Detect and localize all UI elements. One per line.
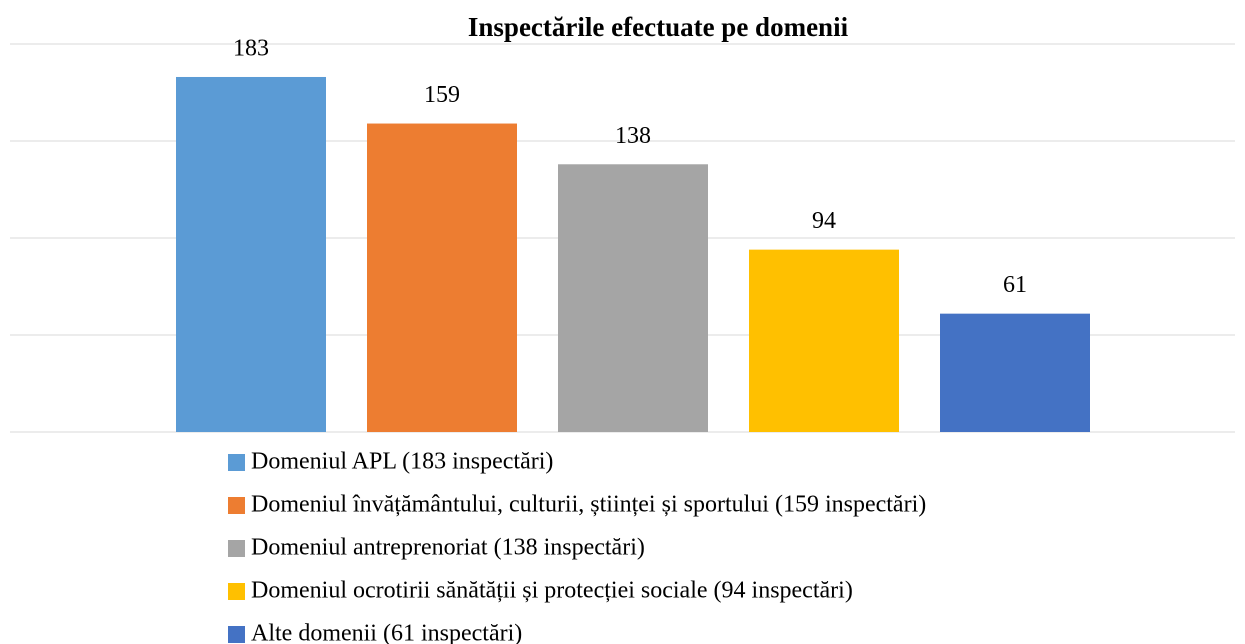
legend-swatch [228, 583, 245, 600]
legend-label: Domeniul APL (183 inspectări) [251, 449, 553, 475]
legend-label: Domeniul antreprenoriat (138 inspectări) [251, 535, 645, 561]
bar [749, 249, 899, 432]
bar [176, 76, 326, 432]
legend-swatch [228, 497, 245, 514]
legend-label: Domeniul învățământului, culturii, știin… [251, 492, 926, 518]
data-label: 61 [1003, 272, 1027, 298]
data-label: 94 [812, 208, 836, 234]
bar [558, 164, 708, 432]
legend-swatch [228, 626, 245, 643]
legend-label: Alte domenii (61 inspectări) [251, 621, 522, 644]
chart-title: Inspectările efectuate pe domenii [468, 12, 849, 42]
bar [367, 123, 517, 432]
data-label: 138 [615, 123, 651, 149]
bar [940, 313, 1090, 432]
data-label: 183 [233, 35, 269, 61]
data-label: 159 [424, 82, 460, 108]
legend-swatch [228, 454, 245, 471]
legend-swatch [228, 540, 245, 557]
legend-label: Domeniul ocrotirii sănătății și protecți… [251, 578, 853, 604]
